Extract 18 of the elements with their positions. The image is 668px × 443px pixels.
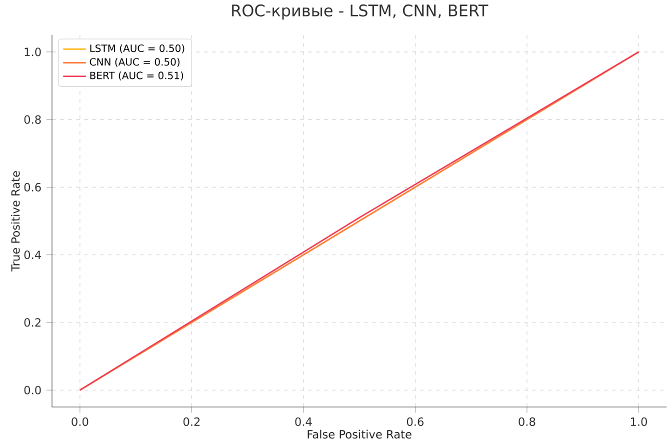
x-tick-label: 0.8 xyxy=(518,417,536,426)
y-tick-label: 0.4 xyxy=(24,250,41,260)
legend-label: CNN (AUC = 0.50) xyxy=(90,58,180,67)
x-tick-label: 0.0 xyxy=(72,417,88,426)
y-tick-label: 0.6 xyxy=(24,182,41,192)
y-tick-label: 1.0 xyxy=(24,48,41,56)
y-tick-label: 0.8 xyxy=(24,115,41,124)
x-tick-label: 0.2 xyxy=(183,417,200,426)
chart-title: ROC-кривые - LSTM, CNN, BERT xyxy=(232,4,488,20)
y-tick-label: 0.0 xyxy=(24,386,41,394)
x-tick-label: 0.6 xyxy=(406,417,424,426)
legend-label: LSTM (AUC = 0.50) xyxy=(90,44,184,54)
x-axis-title: False Positive Rate xyxy=(308,430,412,439)
y-tick-label: 0.2 xyxy=(24,318,40,327)
legend-label: BERT (AUC = 0.51) xyxy=(90,72,184,80)
y-axis-title: True Positive Rate xyxy=(10,171,20,272)
x-tick-label: 0.4 xyxy=(295,417,312,426)
x-tick-label: 1.0 xyxy=(630,417,647,426)
